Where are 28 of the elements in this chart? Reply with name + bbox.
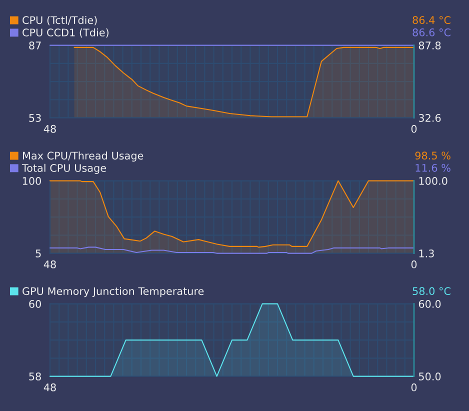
y2-tick-label: 50.0: [418, 372, 441, 380]
y-tick-label: 58: [29, 372, 41, 380]
x-tick-label: 48: [44, 124, 56, 133]
legend-label: CPU (Tctl/Tdie): [22, 16, 97, 26]
x-tick-label: 0: [411, 124, 417, 133]
text: 86.4 °C: [412, 16, 450, 24]
text: 58.0 °C: [412, 287, 450, 296]
legend-label: Total CPU Usage: [22, 164, 106, 174]
y-tick-label: 60: [29, 300, 41, 308]
text: 86.6 °C: [412, 28, 450, 36]
y-tick-label: 100: [22, 177, 41, 185]
y2-tick-label: 100.0: [419, 177, 448, 185]
text: 11.6 %: [416, 164, 450, 172]
x-tick-label: 0: [411, 260, 417, 268]
y2-tick-label: 60.0: [418, 300, 441, 308]
y-tick-label: 53: [29, 114, 41, 122]
x-tick-label: 48: [44, 383, 56, 392]
y2-tick-label: 1.3: [419, 250, 434, 258]
y2-tick-label: 32.6: [418, 114, 441, 122]
legend-label: Max CPU/Thread Usage: [23, 152, 144, 162]
y-tick-label: 87: [29, 42, 41, 50]
y2-tick-label: 87.8: [418, 42, 441, 50]
x-tick-label: 48: [44, 260, 56, 268]
legend-label: CPU CCD1 (Tdie): [22, 28, 108, 38]
x-tick-label: 0: [411, 383, 417, 392]
text: 98.5 %: [415, 152, 450, 160]
legend-label: GPU Memory Junction Temperature: [22, 287, 204, 298]
y-tick-label: 5: [36, 250, 41, 258]
